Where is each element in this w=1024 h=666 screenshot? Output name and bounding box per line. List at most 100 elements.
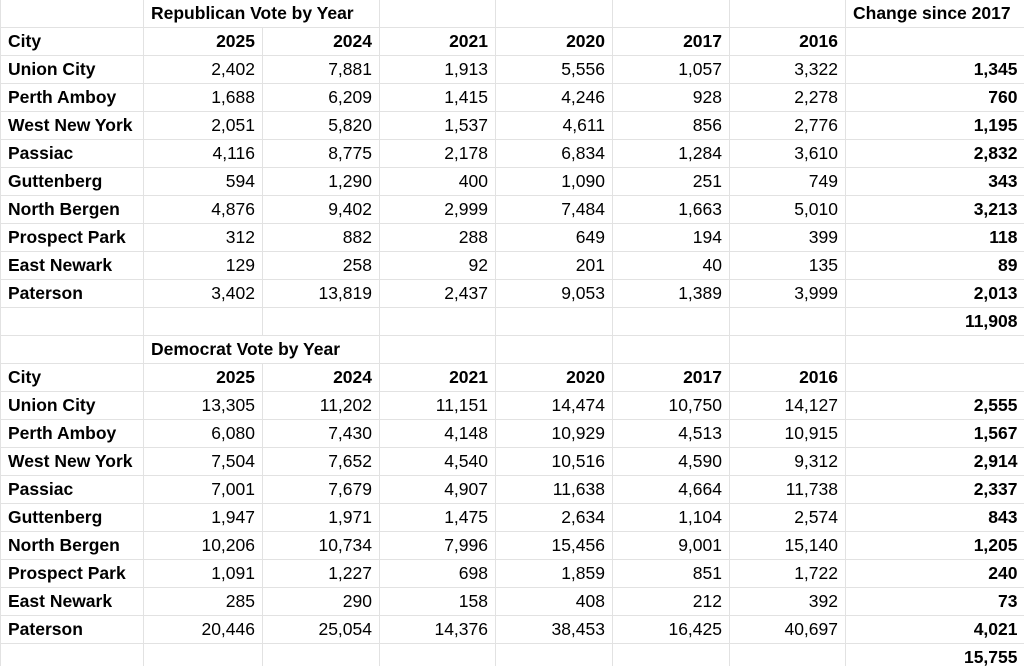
vote-count-cell[interactable]: 3,402 [143,279,263,308]
change-value-cell[interactable]: 2,832 [845,139,1024,168]
city-name[interactable]: North Bergen [0,195,144,224]
vote-count-cell[interactable]: 2,278 [729,83,846,112]
year-column-header[interactable]: 2016 [729,27,846,56]
vote-count-cell[interactable]: 1,090 [495,167,613,196]
change-value-cell[interactable]: 240 [845,559,1024,588]
cell-empty[interactable] [379,0,496,28]
vote-count-cell[interactable]: 258 [262,251,380,280]
change-value-cell[interactable]: 1,345 [845,55,1024,84]
vote-count-cell[interactable]: 194 [612,223,730,252]
city-name[interactable]: Union City [0,55,144,84]
vote-count-cell[interactable]: 285 [143,587,263,616]
change-value-cell[interactable]: 3,213 [845,195,1024,224]
city-name[interactable]: North Bergen [0,531,144,560]
vote-count-cell[interactable]: 10,734 [262,531,380,560]
cell-empty[interactable] [495,307,613,336]
vote-count-cell[interactable]: 1,389 [612,279,730,308]
change-value-cell[interactable]: 2,914 [845,447,1024,476]
vote-count-cell[interactable]: 4,540 [379,447,496,476]
vote-count-cell[interactable]: 11,202 [262,391,380,420]
year-column-header[interactable]: 2016 [729,363,846,392]
cell-empty[interactable] [729,0,846,28]
vote-count-cell[interactable]: 1,104 [612,503,730,532]
vote-count-cell[interactable]: 594 [143,167,263,196]
cell-empty[interactable] [379,335,496,364]
vote-count-cell[interactable]: 4,246 [495,83,613,112]
vote-count-cell[interactable]: 1,688 [143,83,263,112]
city-name[interactable]: Union City [0,391,144,420]
vote-count-cell[interactable]: 7,881 [262,55,380,84]
vote-count-cell[interactable]: 7,504 [143,447,263,476]
year-column-header[interactable]: 2017 [612,27,730,56]
change-value-cell[interactable]: 4,021 [845,615,1024,644]
vote-count-cell[interactable]: 4,590 [612,447,730,476]
vote-count-cell[interactable]: 400 [379,167,496,196]
vote-count-cell[interactable]: 9,402 [262,195,380,224]
vote-count-cell[interactable]: 14,127 [729,391,846,420]
city-name[interactable]: Perth Amboy [0,83,144,112]
vote-count-cell[interactable]: 1,284 [612,139,730,168]
city-name[interactable]: Paterson [0,615,144,644]
vote-count-cell[interactable]: 2,634 [495,503,613,532]
vote-count-cell[interactable]: 10,750 [612,391,730,420]
cell-empty[interactable] [495,335,613,364]
vote-count-cell[interactable]: 10,516 [495,447,613,476]
vote-count-cell[interactable]: 4,148 [379,419,496,448]
year-column-header[interactable]: 2020 [495,363,613,392]
cell-empty[interactable] [0,643,144,666]
vote-count-cell[interactable]: 288 [379,223,496,252]
change-value-cell[interactable]: 2,555 [845,391,1024,420]
vote-count-cell[interactable]: 25,054 [262,615,380,644]
change-value-cell[interactable]: 1,195 [845,111,1024,140]
vote-count-cell[interactable]: 4,611 [495,111,613,140]
vote-count-cell[interactable]: 129 [143,251,263,280]
vote-count-cell[interactable]: 135 [729,251,846,280]
cell-empty[interactable] [845,27,1024,56]
year-column-header[interactable]: 2024 [262,27,380,56]
vote-count-cell[interactable]: 1,859 [495,559,613,588]
vote-count-cell[interactable]: 9,053 [495,279,613,308]
vote-count-cell[interactable]: 6,834 [495,139,613,168]
change-value-cell[interactable]: 343 [845,167,1024,196]
vote-count-cell[interactable]: 20,446 [143,615,263,644]
vote-count-cell[interactable]: 1,537 [379,111,496,140]
cell-empty[interactable] [495,0,613,28]
change-value-cell[interactable]: 843 [845,503,1024,532]
vote-count-cell[interactable]: 1,290 [262,167,380,196]
change-value-cell[interactable]: 1,205 [845,531,1024,560]
vote-count-cell[interactable]: 6,209 [262,83,380,112]
vote-count-cell[interactable]: 1,913 [379,55,496,84]
city-name[interactable]: West New York [0,447,144,476]
cell-empty[interactable] [612,0,730,28]
vote-count-cell[interactable]: 158 [379,587,496,616]
vote-count-cell[interactable]: 13,819 [262,279,380,308]
year-column-header[interactable]: 2025 [143,363,263,392]
year-column-header[interactable]: 2024 [262,363,380,392]
year-column-header[interactable]: 2020 [495,27,613,56]
city-column-header[interactable]: City [0,27,144,56]
vote-count-cell[interactable]: 7,001 [143,475,263,504]
vote-count-cell[interactable]: 2,178 [379,139,496,168]
vote-count-cell[interactable]: 882 [262,223,380,252]
vote-count-cell[interactable]: 6,080 [143,419,263,448]
vote-count-cell[interactable]: 13,305 [143,391,263,420]
section-title[interactable]: Democrat Vote by Year [143,335,380,364]
vote-count-cell[interactable]: 5,556 [495,55,613,84]
vote-count-cell[interactable]: 1,415 [379,83,496,112]
cell-empty[interactable] [845,335,1024,364]
cell-empty[interactable] [729,307,846,336]
vote-count-cell[interactable]: 16,425 [612,615,730,644]
city-name[interactable]: Prospect Park [0,559,144,588]
vote-count-cell[interactable]: 4,876 [143,195,263,224]
city-name[interactable]: Perth Amboy [0,419,144,448]
vote-count-cell[interactable]: 1,971 [262,503,380,532]
vote-count-cell[interactable]: 1,947 [143,503,263,532]
city-column-header[interactable]: City [0,363,144,392]
cell-empty[interactable] [0,0,144,28]
city-name[interactable]: West New York [0,111,144,140]
vote-count-cell[interactable]: 7,484 [495,195,613,224]
vote-count-cell[interactable]: 10,915 [729,419,846,448]
vote-count-cell[interactable]: 2,402 [143,55,263,84]
vote-count-cell[interactable]: 4,513 [612,419,730,448]
vote-count-cell[interactable]: 3,999 [729,279,846,308]
